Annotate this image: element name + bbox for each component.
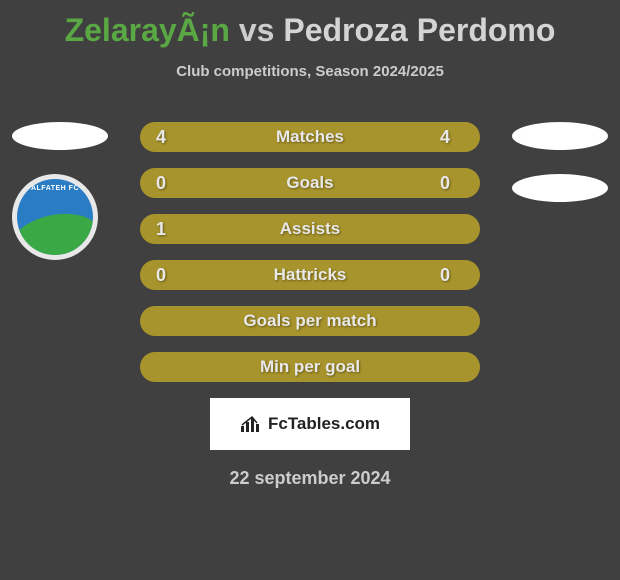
club-badge-placeholder (512, 122, 608, 150)
right-club-badges (512, 122, 608, 226)
fctables-brand-text: FcTables.com (268, 414, 380, 434)
club-logo-swoosh (17, 206, 93, 255)
left-club-badges: ALFATEH FC (12, 122, 108, 260)
stat-label: Hattricks (274, 265, 347, 285)
stat-right-value: 0 (440, 173, 464, 194)
comparison-title: ZelarayÃ¡n vs Pedroza Perdomo (0, 0, 620, 49)
stat-bar-goals-per-match: Goals per match (140, 306, 480, 336)
stat-label: Goals (286, 173, 333, 193)
club-logo-text: ALFATEH FC (31, 185, 79, 192)
competition-subtitle: Club competitions, Season 2024/2025 (0, 63, 620, 80)
stat-left-value: 1 (156, 219, 180, 240)
player1-name: ZelarayÃ¡n (65, 12, 230, 48)
stat-label: Goals per match (243, 311, 376, 331)
club-badge-placeholder (12, 122, 108, 150)
alfateh-club-logo: ALFATEH FC (12, 174, 98, 260)
stat-label: Min per goal (260, 357, 360, 377)
vs-text: vs (239, 12, 275, 48)
stat-bar-min-per-goal: Min per goal (140, 352, 480, 382)
stat-bar-assists: 1 Assists (140, 214, 480, 244)
stat-bar-goals: 0 Goals 0 (140, 168, 480, 198)
stat-left-value: 0 (156, 173, 180, 194)
date-text: 22 september 2024 (0, 468, 620, 489)
player2-name: Pedroza Perdomo (283, 12, 555, 48)
stat-bar-matches: 4 Matches 4 (140, 122, 480, 152)
club-logo-inner: ALFATEH FC (17, 179, 93, 255)
club-badge-placeholder (512, 174, 608, 202)
stat-bar-hattricks: 0 Hattricks 0 (140, 260, 480, 290)
stat-label: Assists (280, 219, 340, 239)
stat-label: Matches (276, 127, 344, 147)
stats-container: ALFATEH FC 4 Matches 4 0 Goals 0 1 Assis… (0, 122, 620, 489)
bar-chart-icon (240, 415, 262, 433)
stat-left-value: 0 (156, 265, 180, 286)
stats-bars: 4 Matches 4 0 Goals 0 1 Assists 0 Hattri… (140, 122, 480, 382)
stat-right-value: 0 (440, 265, 464, 286)
stat-left-value: 4 (156, 127, 180, 148)
fctables-logo: FcTables.com (210, 398, 410, 450)
stat-right-value: 4 (440, 127, 464, 148)
